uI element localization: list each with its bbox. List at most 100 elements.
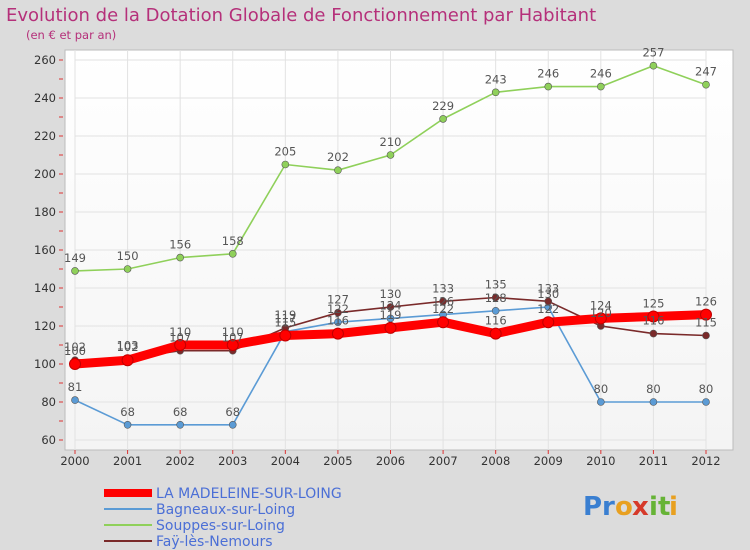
data-label: 122 [537,302,559,316]
data-label: 107 [169,331,191,345]
x-tick-label: 2003 [218,454,247,468]
y-tick-label: 80 [41,395,56,409]
data-point [489,327,502,340]
data-point [649,398,658,406]
grid [74,50,707,450]
series-group [69,61,712,429]
data-label: 127 [327,293,349,307]
data-point [281,160,290,169]
data-label: 257 [642,46,664,60]
data-label: 210 [380,135,402,149]
data-label: 246 [537,67,559,81]
data-label: 100 [64,344,86,358]
x-tick-label: 2009 [534,454,563,468]
logo-letter: r [602,492,615,522]
x-tick-label: 2001 [113,454,142,468]
data-point [491,306,500,315]
data-label: 202 [327,150,349,164]
data-point [176,420,184,429]
data-point [702,331,710,340]
y-tick-label: 60 [41,433,56,447]
data-label: 126 [432,295,454,309]
data-point [123,420,132,429]
data-point [331,327,344,340]
data-label: 205 [274,145,296,159]
logo-letter: i [649,492,658,522]
data-point [542,316,555,329]
data-label: 156 [169,238,191,252]
data-point [702,80,710,89]
y-tick-label: 120 [34,319,56,333]
x-tick-label: 2000 [60,454,89,468]
data-label: 68 [173,405,188,419]
x-tick-label: 2006 [376,454,405,468]
x-tick-label: 2004 [271,454,300,468]
data-label: 128 [485,291,507,305]
data-label: 120 [590,306,612,320]
data-point [491,293,500,302]
data-point [544,82,553,91]
data-label: 119 [274,308,296,322]
data-label: 102 [64,340,86,354]
data-point [121,354,134,367]
x-tick-label: 2012 [691,454,720,468]
data-point [702,398,710,406]
data-point [649,329,658,338]
chart-subtitle: (en € et par an) [26,28,116,42]
data-point [437,316,450,329]
data-point [386,151,395,159]
data-label: 110 [169,325,191,339]
data-label: 81 [68,380,83,394]
data-label: 107 [222,331,244,345]
data-point [700,308,712,321]
data-label: 124 [590,298,612,312]
data-point [647,310,660,323]
data-point [597,398,605,406]
data-label: 115 [695,316,717,330]
data-label: 150 [117,249,139,263]
data-label: 229 [432,99,454,113]
y-tick-label: 100 [34,357,56,371]
x-tick-label: 2002 [166,454,195,468]
data-label: 122 [432,302,454,316]
y-tick-label: 140 [34,281,56,295]
logo-letter: t [658,492,670,522]
data-point [71,396,79,404]
data-point [334,166,342,174]
data-point [228,420,237,429]
legend-label: Bagneaux-sur-Loing [156,502,295,518]
legend: LA MADELEINE-SUR-LOINGBagneaux-sur-Loing… [104,486,342,550]
data-label: 115 [274,316,296,330]
data-label: 133 [432,281,454,295]
data-point [544,297,553,306]
data-label: 122 [327,302,349,316]
logo-letter: o [615,492,633,522]
data-point [69,358,81,370]
legend-label: LA MADELEINE-SUR-LOING [156,486,342,502]
legend-label: Faÿ-lès-Nemours [156,534,273,550]
legend-label: Souppes-sur-Loing [156,518,285,534]
data-label: 247 [695,65,717,79]
data-point [384,321,397,334]
data-point [491,88,500,97]
data-label: 110 [222,325,244,339]
data-label: 80 [699,382,714,396]
data-label: 80 [646,382,661,396]
y-tick-label: 220 [34,129,56,143]
data-point [334,318,342,327]
data-point [228,250,237,258]
data-label: 246 [590,67,612,81]
x-tick-label: 2011 [639,454,668,468]
data-point [594,312,607,325]
data-label: 130 [537,287,559,301]
data-label: 117 [274,312,296,326]
data-point [386,303,395,311]
data-label: 124 [380,298,402,312]
data-label: 125 [642,297,664,311]
data-label: 102 [117,340,139,354]
data-label: 133 [537,281,559,295]
data-point [176,253,184,262]
